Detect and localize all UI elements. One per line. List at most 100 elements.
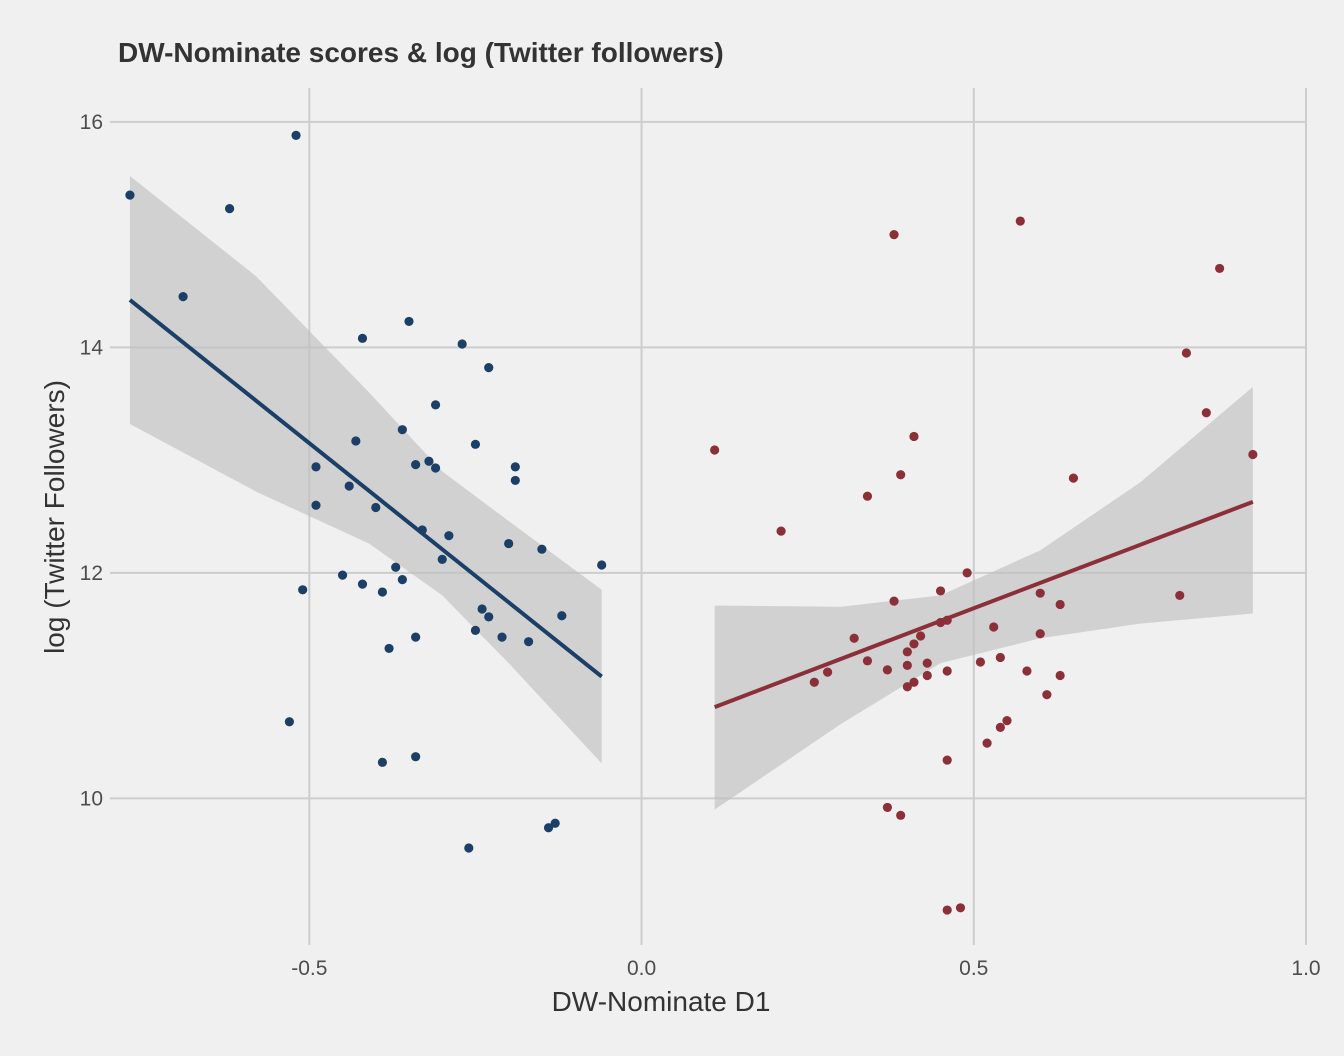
x-tick-label: 1.0	[1291, 957, 1320, 980]
x-tick-label: 0.5	[959, 957, 988, 980]
data-point	[377, 587, 388, 597]
data-point	[995, 722, 1005, 732]
data-point	[178, 292, 188, 302]
data-point	[902, 660, 912, 670]
data-point	[411, 460, 421, 470]
data-point	[504, 538, 514, 549]
data-point	[284, 717, 294, 727]
data-point	[125, 190, 135, 200]
data-point	[497, 632, 507, 642]
confidence-band-1	[714, 386, 1253, 810]
data-point	[557, 611, 567, 621]
data-point	[962, 568, 972, 578]
data-point	[397, 425, 407, 435]
data-point	[391, 562, 401, 572]
data-point	[1175, 590, 1185, 601]
data-point	[849, 633, 859, 643]
data-point	[1055, 670, 1065, 681]
data-point	[942, 905, 952, 915]
tick-labels: -0.5 0.0 0.5 1.0 10 12 14 16	[80, 111, 1321, 980]
data-point	[889, 229, 899, 240]
data-point	[1035, 588, 1045, 598]
data-point	[1248, 449, 1258, 460]
chart-title: DW-Nominate scores & log (Twitter follow…	[118, 37, 724, 68]
fit-line-1	[713, 499, 1254, 709]
data-point	[909, 431, 919, 442]
data-point	[896, 810, 906, 820]
y-tick-label: 16	[80, 111, 103, 134]
data-point	[484, 363, 494, 373]
fit-lines	[128, 298, 1254, 709]
data-point	[298, 585, 308, 595]
data-point	[862, 656, 873, 666]
data-point	[484, 612, 494, 622]
data-point	[909, 677, 919, 687]
data-point	[457, 339, 467, 349]
data-point	[344, 481, 354, 491]
data-point	[470, 625, 481, 635]
confidence-bands	[129, 175, 1253, 810]
data-point	[909, 639, 919, 649]
y-tick-label: 12	[80, 562, 103, 585]
data-point	[710, 445, 720, 455]
y-tick-label: 10	[80, 787, 103, 810]
data-point	[437, 554, 447, 564]
data-point	[1022, 666, 1032, 676]
data-point	[1068, 473, 1079, 483]
data-point	[942, 666, 952, 676]
data-point	[377, 757, 388, 767]
data-point	[411, 752, 421, 762]
data-point	[982, 738, 992, 748]
data-point	[411, 632, 421, 642]
data-point	[902, 647, 912, 657]
data-point	[889, 596, 899, 606]
data-point	[371, 502, 381, 513]
y-tick-label: 14	[80, 336, 104, 359]
data-point	[510, 462, 520, 472]
data-point	[464, 843, 474, 853]
data-point	[351, 436, 361, 446]
data-point	[922, 670, 932, 681]
data-point	[1201, 408, 1211, 418]
data-point	[942, 755, 952, 765]
data-point	[543, 823, 554, 833]
data-point	[1181, 348, 1191, 358]
data-point	[357, 579, 368, 589]
data-point	[337, 570, 348, 580]
data-point	[1002, 716, 1012, 726]
data-point	[922, 658, 932, 668]
data-point	[424, 456, 434, 466]
data-point	[1015, 216, 1025, 226]
data-point	[809, 677, 819, 687]
data-point	[225, 204, 235, 214]
data-point	[776, 526, 786, 536]
x-tick-label: 0.0	[627, 957, 656, 980]
data-point	[537, 544, 547, 554]
data-point	[862, 491, 873, 501]
data-point	[896, 470, 906, 480]
data-point	[550, 818, 560, 828]
data-point	[430, 463, 441, 473]
data-point	[995, 652, 1005, 663]
data-point	[357, 333, 368, 343]
data-point	[1055, 599, 1065, 610]
y-axis-title: log (Twitter Followers)	[39, 380, 70, 654]
data-point	[1035, 629, 1045, 639]
data-point	[989, 622, 999, 632]
data-point	[311, 500, 321, 510]
data-point	[404, 316, 414, 327]
data-point	[291, 130, 301, 140]
data-point	[882, 665, 893, 675]
data-point	[955, 903, 966, 913]
data-point	[823, 667, 833, 677]
x-tick-label: -0.5	[291, 957, 327, 980]
data-point	[510, 475, 520, 486]
fit-line-0	[128, 298, 603, 679]
data-point	[397, 575, 407, 585]
data-point	[1215, 263, 1225, 274]
data-point	[597, 560, 607, 570]
data-point	[882, 802, 893, 813]
data-point	[470, 439, 481, 449]
